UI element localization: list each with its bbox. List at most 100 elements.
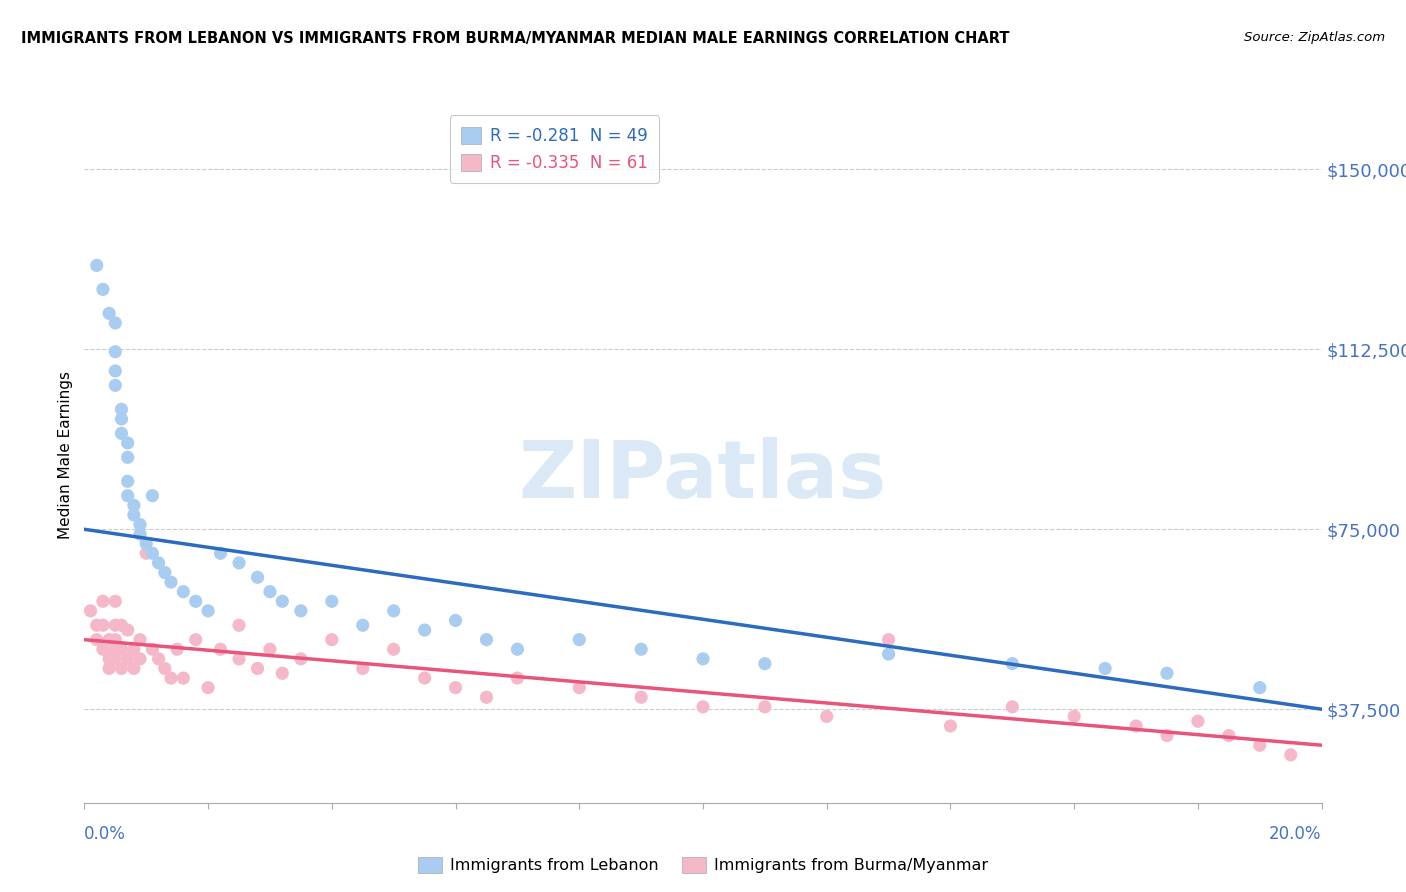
Point	[413, 623, 436, 637]
Point	[1001, 699, 1024, 714]
Point	[104, 642, 127, 657]
Point	[290, 604, 312, 618]
Point	[117, 489, 139, 503]
Point	[117, 623, 139, 637]
Point	[1187, 714, 1209, 729]
Point	[939, 719, 962, 733]
Point	[129, 527, 152, 541]
Point	[86, 618, 108, 632]
Point	[475, 632, 498, 647]
Point	[110, 402, 132, 417]
Point	[91, 594, 114, 608]
Point	[352, 618, 374, 632]
Point	[135, 537, 157, 551]
Point	[506, 671, 529, 685]
Point	[413, 671, 436, 685]
Point	[444, 614, 467, 628]
Point	[117, 436, 139, 450]
Point	[382, 604, 405, 618]
Text: 20.0%: 20.0%	[1270, 825, 1322, 843]
Point	[877, 632, 900, 647]
Point	[122, 642, 145, 657]
Point	[98, 652, 121, 666]
Point	[86, 632, 108, 647]
Legend: Immigrants from Lebanon, Immigrants from Burma/Myanmar: Immigrants from Lebanon, Immigrants from…	[412, 850, 994, 880]
Point	[1125, 719, 1147, 733]
Point	[98, 632, 121, 647]
Point	[104, 316, 127, 330]
Point	[228, 556, 250, 570]
Point	[209, 546, 232, 560]
Point	[117, 450, 139, 465]
Point	[141, 489, 163, 503]
Point	[141, 546, 163, 560]
Point	[271, 594, 294, 608]
Point	[129, 652, 152, 666]
Point	[259, 584, 281, 599]
Point	[1249, 738, 1271, 752]
Point	[228, 652, 250, 666]
Point	[129, 517, 152, 532]
Point	[692, 652, 714, 666]
Point	[630, 690, 652, 705]
Point	[104, 378, 127, 392]
Point	[122, 498, 145, 512]
Point	[91, 642, 114, 657]
Point	[352, 661, 374, 675]
Point	[117, 652, 139, 666]
Text: 0.0%: 0.0%	[84, 825, 127, 843]
Point	[91, 282, 114, 296]
Point	[110, 426, 132, 441]
Point	[129, 632, 152, 647]
Point	[104, 632, 127, 647]
Point	[135, 546, 157, 560]
Point	[86, 259, 108, 273]
Point	[568, 681, 591, 695]
Text: IMMIGRANTS FROM LEBANON VS IMMIGRANTS FROM BURMA/MYANMAR MEDIAN MALE EARNINGS CO: IMMIGRANTS FROM LEBANON VS IMMIGRANTS FR…	[21, 31, 1010, 46]
Point	[444, 681, 467, 695]
Point	[1249, 681, 1271, 695]
Point	[1279, 747, 1302, 762]
Point	[172, 584, 194, 599]
Point	[692, 699, 714, 714]
Y-axis label: Median Male Earnings: Median Male Earnings	[58, 371, 73, 539]
Point	[209, 642, 232, 657]
Point	[104, 594, 127, 608]
Text: ZIPatlas: ZIPatlas	[519, 437, 887, 515]
Point	[475, 690, 498, 705]
Point	[1063, 709, 1085, 723]
Point	[246, 661, 269, 675]
Point	[141, 642, 163, 657]
Point	[122, 661, 145, 675]
Point	[148, 556, 170, 570]
Point	[382, 642, 405, 657]
Point	[117, 475, 139, 489]
Point	[153, 566, 176, 580]
Point	[271, 666, 294, 681]
Point	[104, 652, 127, 666]
Point	[290, 652, 312, 666]
Point	[79, 604, 101, 618]
Point	[110, 642, 132, 657]
Point	[122, 508, 145, 522]
Text: Source: ZipAtlas.com: Source: ZipAtlas.com	[1244, 31, 1385, 45]
Point	[98, 306, 121, 320]
Point	[110, 618, 132, 632]
Point	[1156, 729, 1178, 743]
Point	[630, 642, 652, 657]
Point	[153, 661, 176, 675]
Point	[1218, 729, 1240, 743]
Point	[104, 364, 127, 378]
Point	[166, 642, 188, 657]
Point	[184, 632, 207, 647]
Point	[160, 671, 183, 685]
Point	[1094, 661, 1116, 675]
Point	[91, 618, 114, 632]
Point	[815, 709, 838, 723]
Point	[110, 412, 132, 426]
Point	[321, 594, 343, 608]
Legend: R = -0.281  N = 49, R = -0.335  N = 61: R = -0.281 N = 49, R = -0.335 N = 61	[450, 115, 659, 184]
Point	[754, 657, 776, 671]
Point	[160, 575, 183, 590]
Point	[197, 604, 219, 618]
